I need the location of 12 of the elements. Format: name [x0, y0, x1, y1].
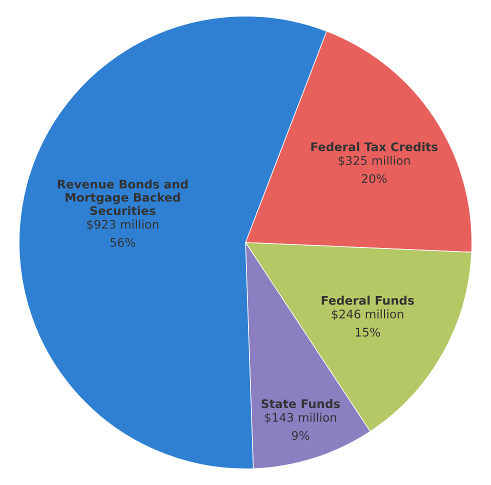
data-label: $923 million — [87, 220, 158, 230]
data-label: $246 million — [332, 309, 404, 320]
data-label: $325 million — [338, 156, 410, 167]
slice-label: State Funds — [262, 399, 340, 408]
slice-label: Revenue Bonds and Mortgage Backed Securities — [58, 179, 188, 216]
text: 20% — [362, 174, 387, 184]
data-label: $143 million — [264, 412, 336, 424]
text: 56% — [110, 238, 136, 247]
text: 15% — [356, 328, 380, 337]
slice-label: Federal Tax Credits — [311, 142, 438, 152]
text: 9% — [292, 431, 310, 440]
slice-label: Federal Funds — [322, 296, 414, 305]
